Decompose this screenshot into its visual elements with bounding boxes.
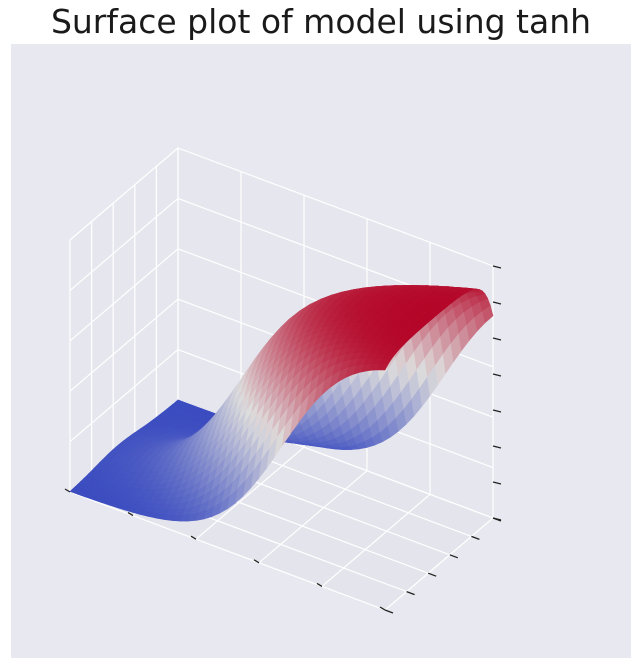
z-tick: [492, 445, 502, 449]
z-tick: [492, 409, 502, 413]
x-tick: [190, 535, 197, 540]
z-tick: [492, 265, 502, 269]
x-tick: [379, 606, 386, 611]
grid-line-floor-x: [195, 446, 305, 540]
grid-line-back-z: [177, 147, 494, 267]
z-tick: [492, 517, 502, 521]
x-tick: [253, 559, 260, 564]
left-pane: [70, 148, 178, 492]
y-tick: [427, 572, 437, 577]
z-tick: [492, 373, 502, 377]
tick-marks: [64, 265, 502, 614]
grid-line-left-z: [69, 349, 179, 443]
y-tick: [406, 590, 415, 596]
z-tick: [492, 337, 502, 341]
grid-line-floor-x: [321, 493, 431, 587]
surface-mesh: [69, 284, 494, 522]
grid-line-left-z: [69, 197, 179, 291]
x-tick: [64, 488, 71, 493]
y-tick: [471, 535, 480, 541]
x-tick: [127, 512, 134, 517]
grid-line-left-z: [69, 248, 179, 342]
grid-line-floor-x: [258, 470, 368, 564]
chart-title: Surface plot of model using tanh: [50, 2, 592, 41]
grid-line-floor-y: [69, 491, 386, 611]
x-tick: [316, 582, 323, 587]
grid-line-left-z: [69, 147, 179, 241]
y-tick: [384, 609, 394, 614]
z-tick: [492, 301, 502, 305]
grid-line-left-z: [69, 298, 179, 392]
y-tick: [449, 554, 459, 559]
z-tick: [492, 481, 502, 485]
grid-line-floor-x: [384, 517, 494, 611]
surface-patch: [376, 363, 389, 371]
